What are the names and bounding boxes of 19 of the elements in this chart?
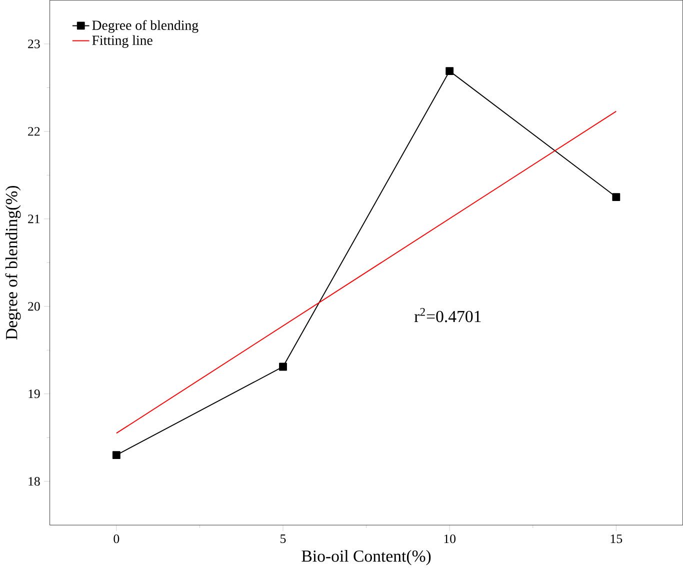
y-tick-label: 21 xyxy=(28,214,40,223)
x-tick-label: 0 xyxy=(114,534,120,543)
y-tick-label: 18 xyxy=(28,476,40,486)
annotation: r$^{2}$=0.4701 xyxy=(414,308,481,322)
y-tick-label: 19 xyxy=(28,389,40,398)
y-tick-label: 23 xyxy=(28,39,40,48)
point xyxy=(612,192,620,201)
x-tick-label: 5 xyxy=(280,534,286,543)
legend-label: Degree of blending xyxy=(92,20,198,33)
y-axis-title: Degree of blending(%) xyxy=(5,186,21,340)
point xyxy=(446,66,454,75)
point xyxy=(279,362,287,370)
x-tick-label: 15 xyxy=(610,534,622,543)
y-tick-label: 22 xyxy=(28,126,40,136)
y-tick-label: 20 xyxy=(28,302,40,310)
x-tick-label: 10 xyxy=(444,534,456,543)
x-axis-title: Bio-oil Content(%) xyxy=(302,550,431,565)
legend-label: Fitting line xyxy=(92,35,152,48)
point xyxy=(112,450,120,459)
